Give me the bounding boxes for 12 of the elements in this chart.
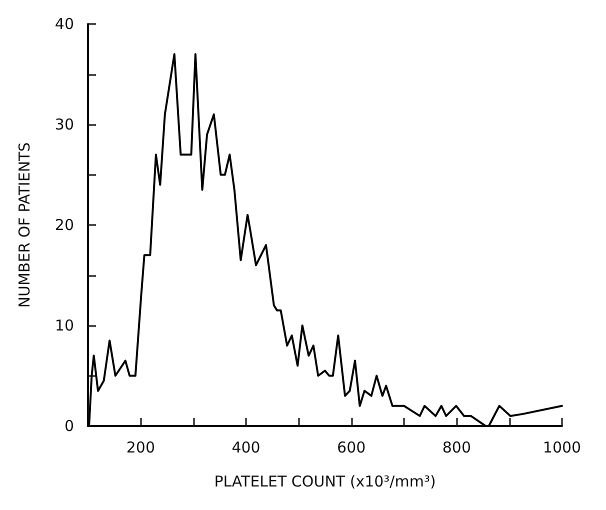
x-tick-label: 600 bbox=[337, 438, 366, 456]
y-tick-label: 10 bbox=[54, 316, 74, 334]
x-tick-label: 1000 bbox=[542, 438, 582, 456]
y-tick-label: 20 bbox=[54, 216, 74, 234]
y-tick-label: 30 bbox=[54, 116, 74, 134]
x-axis-title: PLATELET COUNT (x10³/mm³) bbox=[214, 472, 436, 490]
y-axis-title: NUMBER OF PATIENTS bbox=[16, 142, 34, 308]
y-tick-label: 40 bbox=[54, 15, 74, 33]
x-tick-label: 200 bbox=[126, 438, 155, 456]
y-tick-label: 0 bbox=[64, 417, 74, 435]
x-tick-label: 800 bbox=[442, 438, 471, 456]
x-tick-label: 400 bbox=[232, 438, 260, 456]
